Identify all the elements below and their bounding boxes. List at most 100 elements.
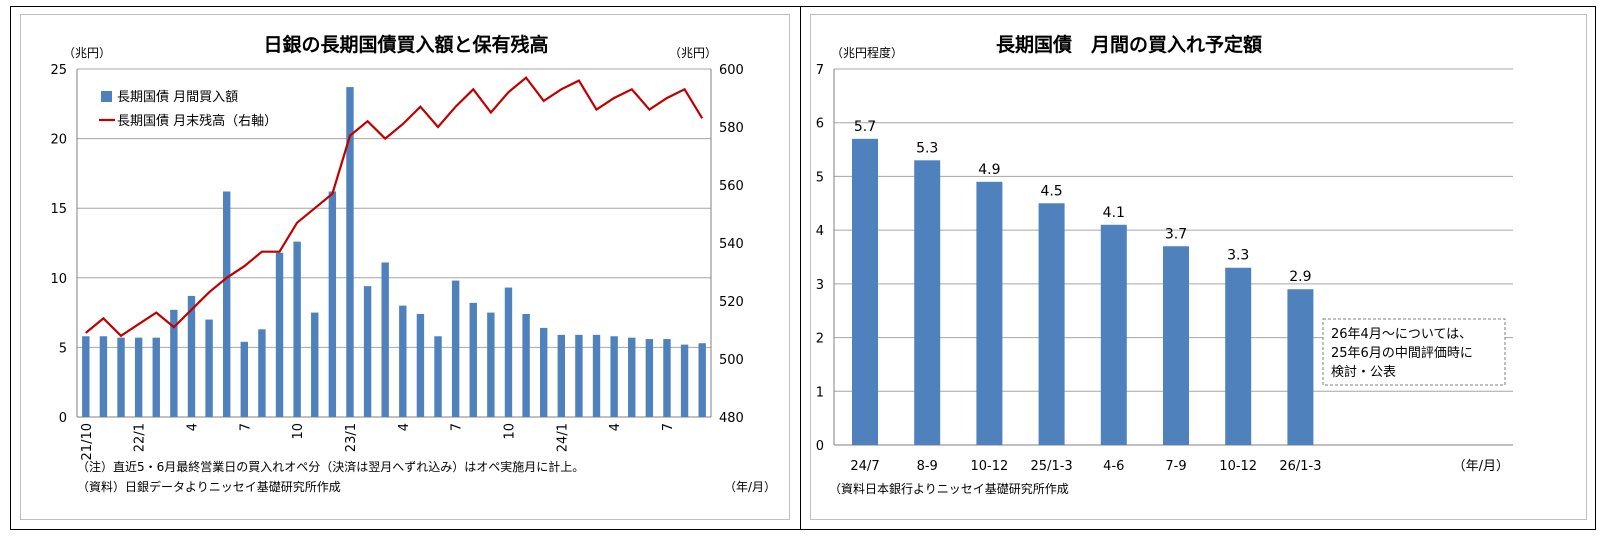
x-tick-label: 8-9 — [917, 459, 938, 474]
bar-monthly-purchase — [117, 337, 125, 417]
annotation-text: 25年6月の中間評価時に — [1331, 346, 1473, 361]
y-left-tick-label: 15 — [50, 202, 67, 217]
bar-monthly-purchase — [645, 339, 654, 417]
bar-monthly-purchase — [557, 334, 566, 417]
x-tick-label: 4-6 — [1103, 459, 1124, 474]
bar-monthly-purchase — [610, 336, 618, 417]
x-tick-label: 25/1-3 — [1031, 459, 1073, 474]
bar-monthly-purchase — [275, 252, 284, 417]
y-left-tick-label: 0 — [59, 411, 67, 426]
footnote: （注）直近5・6月最終営業日の買入れオペ分（決済は翌月へずれ込み）はオペ実施月に… — [77, 459, 584, 474]
annotation-text: 26年4月～については、 — [1331, 327, 1472, 342]
x-tick-label: 7 — [661, 423, 676, 431]
bar-monthly-purchase — [99, 336, 108, 417]
legend-swatch-bar — [101, 91, 112, 102]
right-chart-panel: 0 1 2 3 4 5 6 7 5.7 24/7 5.3 8-9 4.9 10-12 4.5 25/1-3 4.… — [810, 14, 1587, 520]
y-tick-label: 7 — [816, 63, 824, 78]
bar-monthly-purchase — [539, 327, 548, 417]
bar-monthly-purchase — [434, 336, 442, 417]
y-left-tick-label: 10 — [50, 272, 67, 287]
bar-value-label: 3.3 — [1227, 248, 1249, 264]
bar-planned-purchase — [1225, 267, 1252, 445]
x-unit: （年/月） — [724, 480, 776, 494]
bar-monthly-purchase — [469, 302, 477, 417]
x-tick-label: 22/1 — [133, 423, 148, 452]
bar-monthly-purchase — [82, 336, 90, 417]
left-chart-svg: 0 5 10 15 20 25 480 500 520 540 560 580 600 21/10 22/1… — [50, 33, 776, 494]
bar-value-label: 3.7 — [1165, 226, 1187, 242]
outer-frame — [10, 6, 1596, 530]
y-right-tick-label: 600 — [719, 63, 744, 78]
y-left-tick-label: 5 — [59, 341, 67, 356]
bar-planned-purchase — [1100, 224, 1127, 445]
bar-monthly-purchase — [575, 334, 583, 417]
legend-label-bar: 長期国債 月間買入額 — [117, 90, 238, 105]
x-tick-label: 10 — [291, 423, 306, 440]
left-chart-panel: 0 5 10 15 20 25 480 500 520 540 560 580 600 21/10 22/1… — [20, 14, 790, 520]
bar-monthly-purchase — [381, 262, 389, 417]
bar-monthly-purchase — [311, 312, 319, 417]
bar-monthly-purchase — [205, 319, 213, 417]
x-tick-label: 26/1-3 — [1279, 459, 1321, 474]
bar-planned-purchase — [1287, 289, 1314, 445]
y-right-tick-label: 580 — [719, 121, 744, 136]
bar-monthly-purchase — [451, 280, 460, 417]
bar-value-label: 2.9 — [1289, 269, 1311, 285]
bar-monthly-purchase — [363, 286, 372, 417]
x-tick-label: 24/7 — [850, 459, 879, 474]
bar-planned-purchase — [1038, 203, 1065, 445]
bar-monthly-purchase — [487, 312, 495, 417]
bar-planned-purchase — [852, 138, 878, 445]
bar-monthly-purchase — [663, 339, 671, 417]
bar-monthly-purchase — [293, 241, 301, 417]
y-unit: （兆円程度） — [831, 45, 903, 60]
y-right-tick-label: 560 — [719, 179, 744, 194]
bar-monthly-purchase — [170, 309, 178, 417]
bar-planned-purchase — [976, 181, 1003, 446]
x-tick-label: 7 — [238, 423, 253, 431]
y-tick-label: 0 — [816, 439, 824, 454]
bar-monthly-purchase — [187, 295, 196, 417]
bar-monthly-purchase — [698, 343, 706, 417]
x-tick-label: 4 — [185, 423, 200, 431]
y-right-tick-label: 480 — [719, 411, 744, 426]
x-tick-label: 7 — [450, 423, 465, 431]
y-tick-label: 6 — [816, 117, 824, 132]
x-tick-label: 10-12 — [1219, 459, 1257, 474]
source-note: （資料）日銀データよりニッセイ基礎研究所作成 — [77, 479, 341, 494]
x-tick-label: 10-12 — [971, 459, 1009, 474]
x-tick-label: 4 — [608, 423, 623, 431]
y-right-tick-label: 540 — [719, 237, 744, 252]
chart-title: 日銀の長期国債買入額と保有残高 — [263, 33, 548, 56]
right-chart-svg: 0 1 2 3 4 5 6 7 5.7 24/7 5.3 8-9 4.9 10-12 4.5 25/1-3 4.… — [816, 33, 1513, 496]
bar-planned-purchase — [1163, 246, 1189, 445]
y-right-unit: （兆円） — [669, 46, 717, 60]
bar-monthly-purchase — [399, 305, 407, 417]
y-tick-label: 2 — [816, 332, 824, 347]
bar-monthly-purchase — [628, 337, 636, 417]
y-left-tick-label: 25 — [50, 63, 67, 78]
bar-monthly-purchase — [240, 341, 249, 417]
bar-monthly-purchase — [258, 329, 266, 417]
bar-value-label: 4.1 — [1103, 205, 1125, 221]
x-tick-label: 4 — [397, 423, 412, 431]
y-left-unit: （兆円） — [63, 46, 111, 60]
y-tick-label: 3 — [816, 278, 824, 293]
bar-monthly-purchase — [222, 191, 231, 417]
bar-monthly-purchase — [504, 287, 513, 417]
x-tick-label: 7-9 — [1165, 459, 1186, 474]
bar-monthly-purchase — [592, 334, 601, 417]
y-right-tick-label: 500 — [719, 353, 744, 368]
y-tick-label: 5 — [816, 170, 824, 185]
bar-planned-purchase — [914, 160, 941, 446]
source-note: （資料日本銀行よりニッセイ基礎研究所作成 — [829, 481, 1069, 496]
bar-value-label: 5.7 — [854, 119, 876, 135]
bar-value-label: 4.9 — [978, 162, 1000, 178]
y-tick-label: 4 — [816, 224, 824, 239]
x-tick-label: 10 — [502, 423, 517, 440]
bar-monthly-purchase — [416, 313, 425, 417]
annotation-text: 検討・公表 — [1331, 364, 1396, 380]
x-tick-label: 21/10 — [80, 423, 95, 460]
x-unit: （年/月） — [1453, 459, 1509, 474]
legend-label-line: 長期国債 月末残高（右軸） — [117, 113, 277, 129]
